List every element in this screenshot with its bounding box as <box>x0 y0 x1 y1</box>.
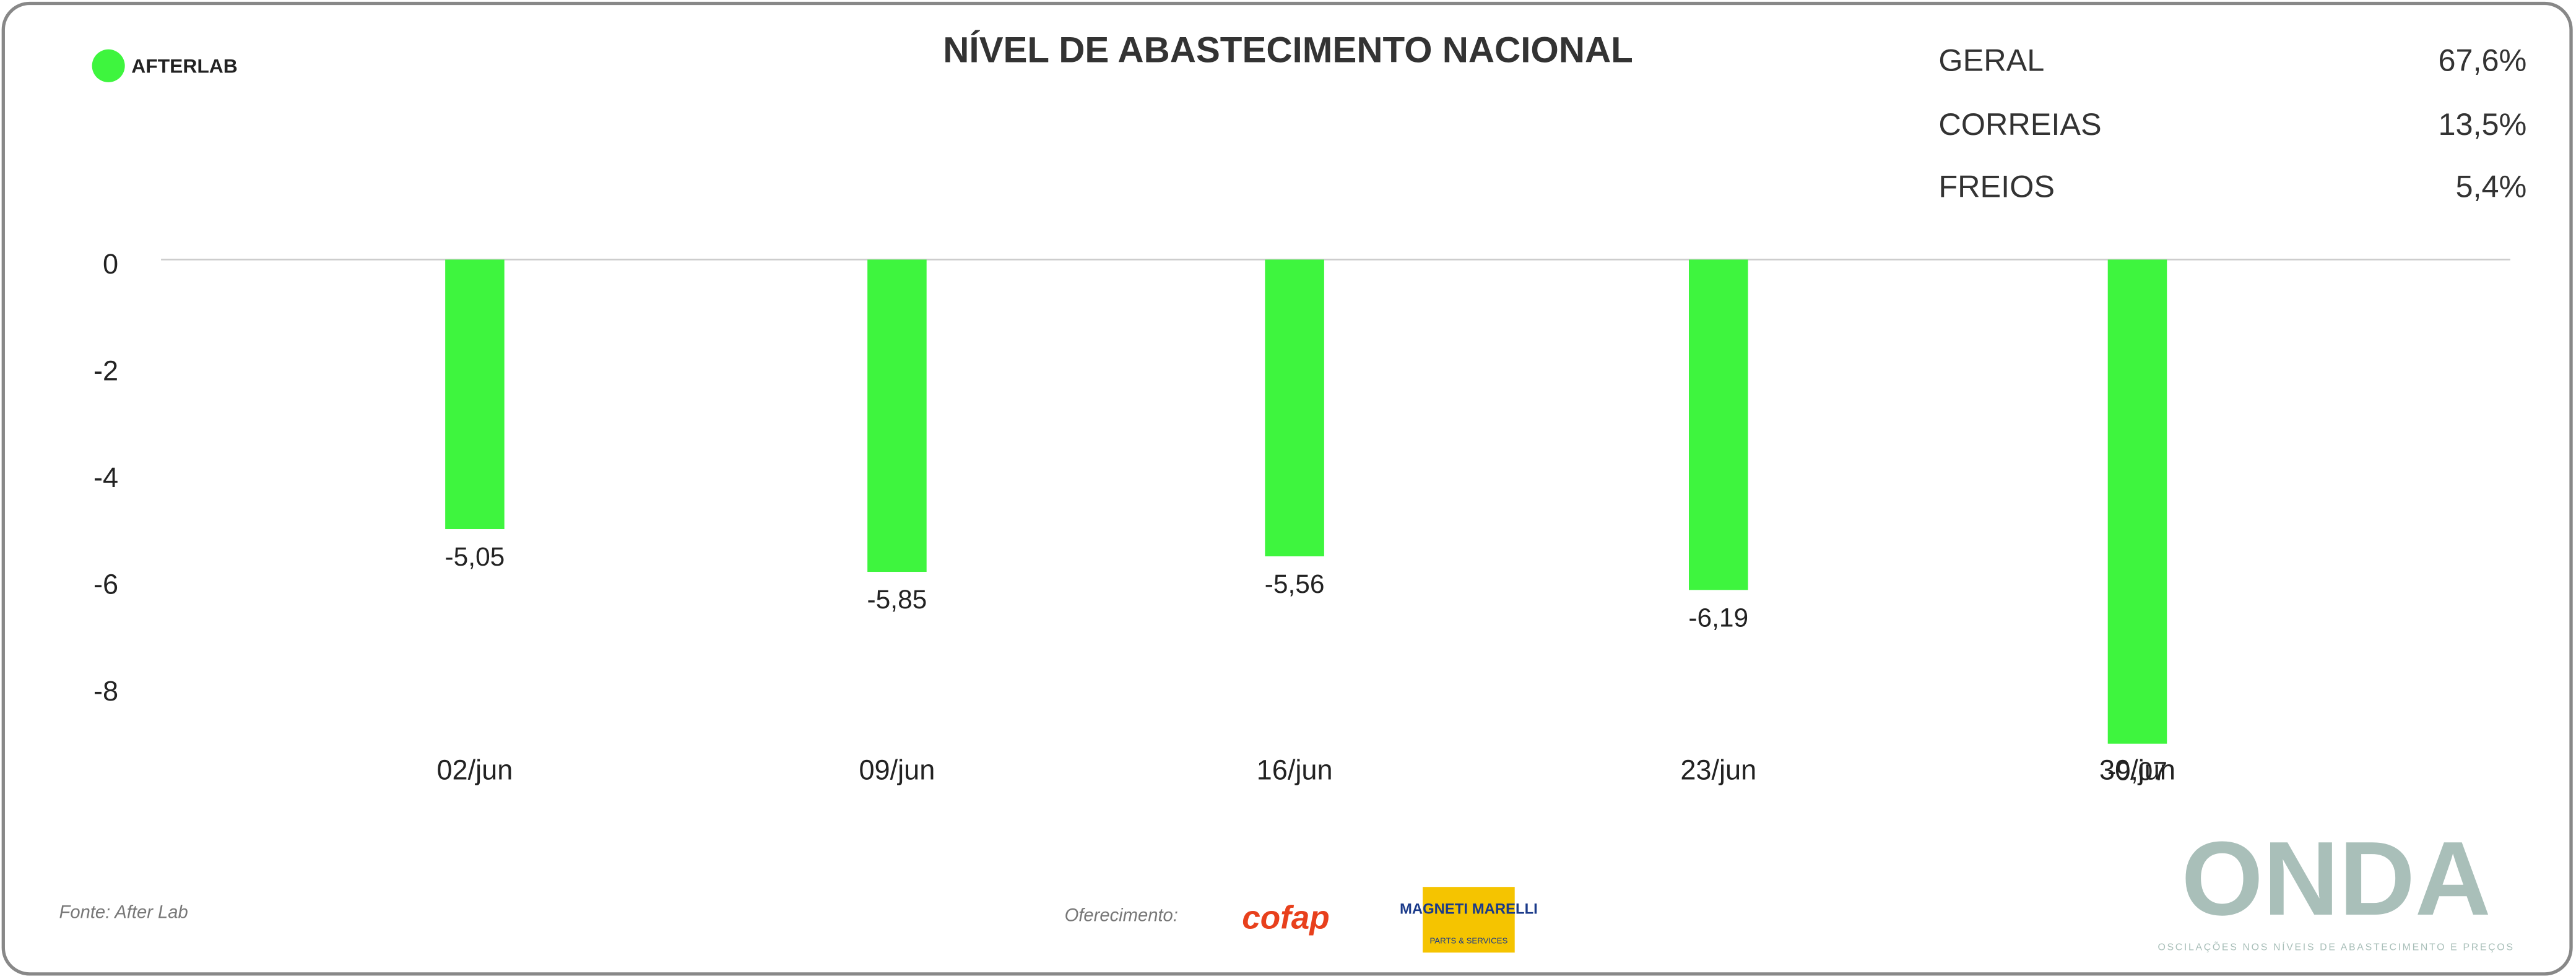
bar <box>1265 259 1324 557</box>
value-label: -5,56 <box>1265 569 1325 598</box>
y-tick-label: 0 <box>103 248 118 280</box>
value-label: -6,19 <box>1688 603 1748 632</box>
summary-value: 67,6% <box>2438 42 2526 77</box>
sponsor-logo: MAGNETI MARELLI <box>1400 901 1538 918</box>
sponsor-box <box>1423 887 1515 953</box>
x-tick-label: 16/jun <box>1257 754 1333 785</box>
value-label: -5,05 <box>445 542 505 571</box>
bar <box>445 259 505 530</box>
x-tick-label: 02/jun <box>436 754 513 785</box>
bar <box>867 259 927 572</box>
y-tick-label: -6 <box>93 568 118 600</box>
summary-label: CORREIAS <box>1938 106 2101 142</box>
sponsor-logo: cofap <box>1242 899 1330 936</box>
summary-label: FREIOS <box>1938 169 2055 204</box>
brand: AFTERLAB <box>131 54 237 77</box>
x-tick-label: 30/jun <box>2099 754 2175 785</box>
y-tick-label: -4 <box>93 462 118 493</box>
bar <box>1689 259 1748 590</box>
summary-value: 5,4% <box>2455 169 2526 204</box>
value-label: -5,85 <box>867 585 927 614</box>
brand-icon <box>92 49 125 82</box>
x-tick-label: 23/jun <box>1680 754 1756 785</box>
value-label: -9,07 <box>2107 757 2167 786</box>
x-tick-label: 09/jun <box>859 754 935 785</box>
logo: ONDA <box>2182 819 2491 937</box>
logo-sub: OSCILAÇÕES NOS NÍVEIS DE ABASTECIMENTO E… <box>2158 941 2515 953</box>
chart-title: NÍVEL DE ABASTECIMENTO NACIONAL <box>943 30 1633 71</box>
y-tick-label: -8 <box>93 675 118 707</box>
sponsor-sub: PARTS & SERVICES <box>1429 936 1507 945</box>
sponsor-label: Oferecimento: <box>1065 906 1178 926</box>
summary-label: GERAL <box>1938 42 2044 77</box>
source: Fonte: After Lab <box>59 902 188 922</box>
bar <box>2107 259 2167 744</box>
y-tick-label: -2 <box>93 355 118 387</box>
summary-value: 13,5% <box>2438 106 2526 142</box>
